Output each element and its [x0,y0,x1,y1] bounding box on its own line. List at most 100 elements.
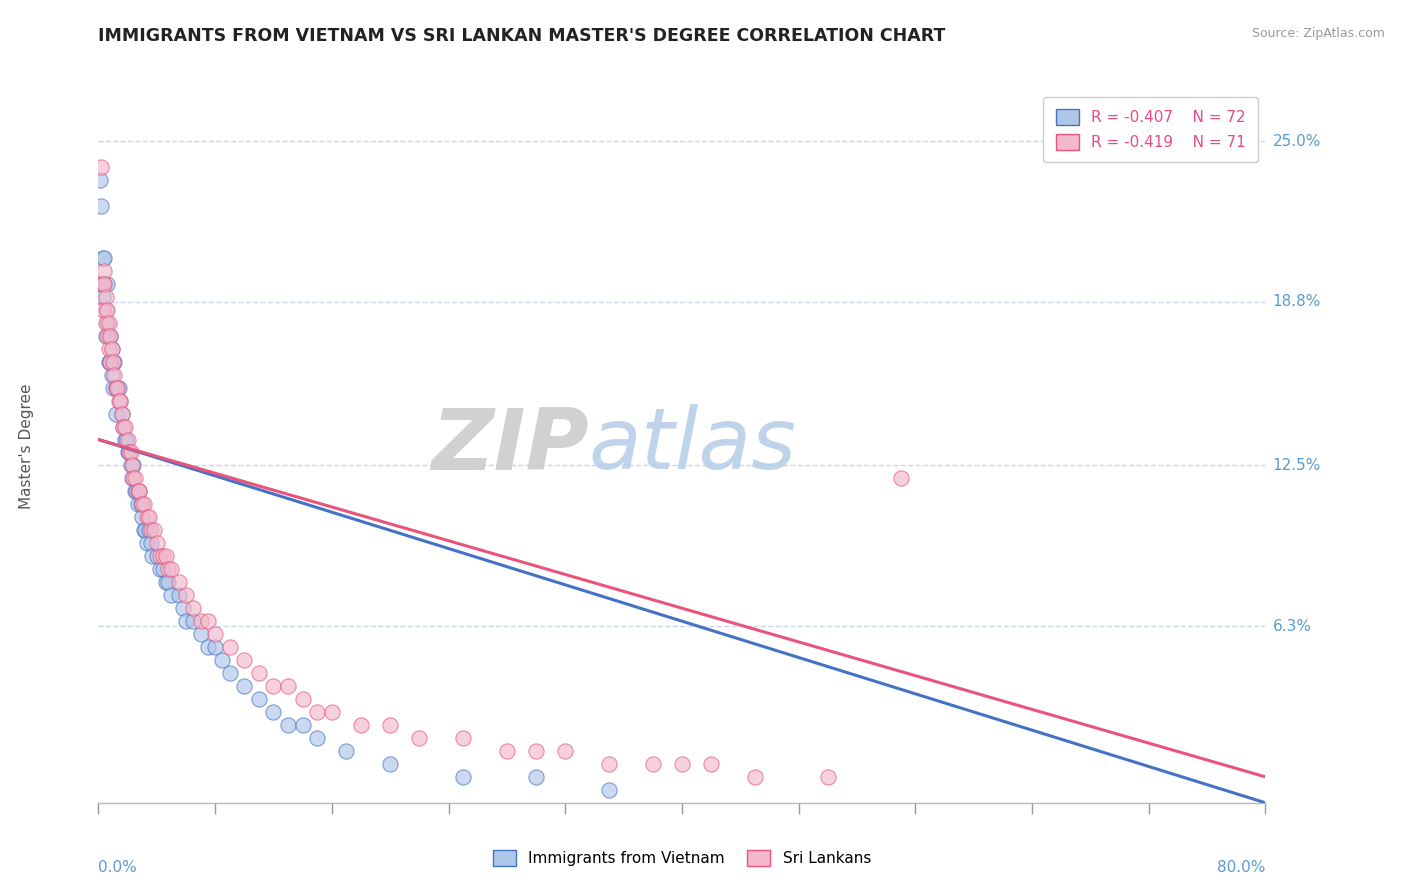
Point [817,770,839,784]
Point [96,316,118,330]
Point [190,627,212,641]
Point [93,264,115,278]
Point [700,756,723,771]
Point [98,354,121,368]
Point [218,666,240,681]
Point [98,328,121,343]
Point [155,575,177,590]
Point [120,458,142,473]
Point [114,433,136,447]
Text: Master's Degree: Master's Degree [20,384,34,508]
Text: 25.0%: 25.0% [1272,134,1322,149]
Point [100,342,122,356]
Point [160,562,183,576]
Point [94,302,117,317]
Point [96,277,118,291]
Point [321,705,343,719]
Point [167,575,190,590]
Point [149,549,172,564]
Point [890,471,912,485]
Point [89,173,111,187]
Point [598,756,620,771]
Point [451,731,474,745]
Point [139,536,162,550]
Point [174,614,197,628]
Text: 12.5%: 12.5% [1272,458,1322,473]
Point [233,653,256,667]
Point [218,640,240,654]
Point [94,316,117,330]
Point [350,718,373,732]
Text: 18.8%: 18.8% [1272,294,1322,310]
Point [121,458,143,473]
Text: IMMIGRANTS FROM VIETNAM VS SRI LANKAN MASTER'S DEGREE CORRELATION CHART: IMMIGRANTS FROM VIETNAM VS SRI LANKAN MA… [98,27,946,45]
Point [495,744,517,758]
Point [204,627,226,641]
Point [129,497,152,511]
Point [277,679,299,693]
Text: atlas: atlas [589,404,797,488]
Point [181,614,204,628]
Point [378,718,402,732]
Point [101,354,124,368]
Point [97,354,120,368]
Point [118,445,141,459]
Point [112,419,135,434]
Point [277,718,299,732]
Point [291,692,314,706]
Point [131,510,153,524]
Point [335,744,357,758]
Point [378,756,402,771]
Point [124,471,146,485]
Point [157,575,180,590]
Point [90,277,112,291]
Point [524,770,547,784]
Text: 0.0%: 0.0% [98,860,138,875]
Point [93,277,115,291]
Point [128,484,150,499]
Point [744,770,766,784]
Point [128,484,150,499]
Point [100,368,122,382]
Point [90,199,112,213]
Point [117,433,139,447]
Point [111,407,134,421]
Point [97,316,120,330]
Point [108,393,131,408]
Point [138,510,160,524]
Point [641,756,664,771]
Text: Source: ZipAtlas.com: Source: ZipAtlas.com [1251,27,1385,40]
Point [104,407,127,421]
Point [100,342,122,356]
Point [211,653,233,667]
Point [115,433,138,447]
Point [152,549,174,564]
Point [122,458,145,473]
Point [98,328,121,343]
Point [167,588,190,602]
Point [262,679,284,693]
Point [408,731,430,745]
Point [204,640,226,654]
Point [91,277,114,291]
Point [155,549,177,564]
Point [101,381,124,395]
Point [134,524,156,538]
Point [127,497,149,511]
Text: 6.3%: 6.3% [1272,619,1312,634]
Point [307,731,329,745]
Point [149,562,172,576]
Point [132,497,155,511]
Point [172,601,194,615]
Point [139,524,162,538]
Point [104,381,127,395]
Point [112,419,135,434]
Point [108,381,131,395]
Legend: Immigrants from Vietnam, Sri Lankans: Immigrants from Vietnam, Sri Lankans [485,842,879,873]
Point [247,692,270,706]
Point [142,524,165,538]
Point [152,562,174,576]
Point [197,614,219,628]
Point [104,381,127,395]
Point [111,407,134,421]
